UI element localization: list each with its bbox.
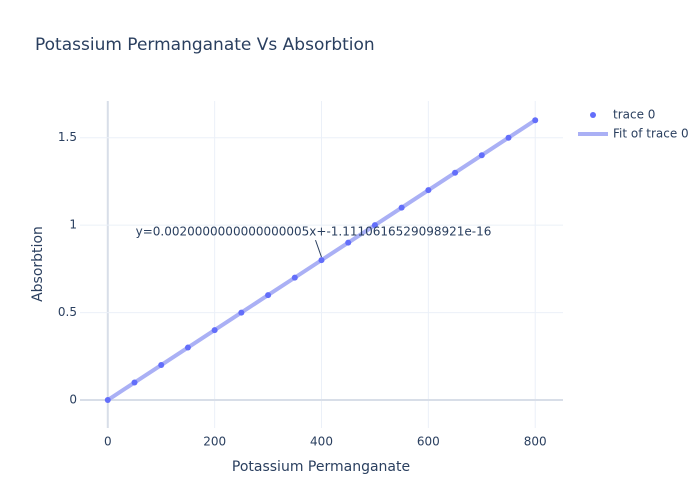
y-axis-label: Absorbtion: [30, 226, 46, 302]
x-tick-label: 400: [310, 435, 333, 449]
y-tick-label: 1: [69, 218, 77, 232]
y-tick-label: 1.5: [58, 130, 77, 144]
annotation-arrow: [315, 239, 322, 258]
legend-label: trace 0: [613, 108, 655, 122]
x-tick-label: 600: [417, 435, 440, 449]
data-point: [184, 344, 191, 351]
data-point: [158, 362, 165, 369]
data-point: [104, 397, 111, 404]
data-point: [532, 117, 539, 124]
x-axis-label: Potassium Permanganate: [232, 459, 410, 475]
data-point: [345, 239, 352, 246]
data-point: [318, 257, 325, 264]
data-point: [211, 327, 218, 334]
y-tick-label: 0: [69, 393, 77, 407]
data-point: [265, 292, 272, 299]
y-tick-label: 0.5: [58, 305, 77, 319]
data-point: [478, 152, 485, 159]
x-tick-label: 200: [203, 435, 226, 449]
annotation: y=0.0020000000000000005x+-1.111061652909…: [136, 225, 492, 239]
legend-marker: [590, 112, 596, 118]
data-point: [238, 309, 245, 316]
data-point: [291, 274, 298, 281]
data-point: [398, 204, 405, 211]
data-point: [505, 134, 512, 141]
x-tick-label: 800: [524, 435, 547, 449]
legend-label: Fit of trace 0: [613, 127, 689, 141]
data-point: [131, 379, 138, 386]
data-point: [425, 187, 432, 194]
data-point: [371, 222, 378, 229]
data-point: [452, 169, 459, 176]
x-tick-label: 0: [104, 435, 112, 449]
chart-title: Potassium Permanganate Vs Absorbtion: [35, 35, 375, 55]
